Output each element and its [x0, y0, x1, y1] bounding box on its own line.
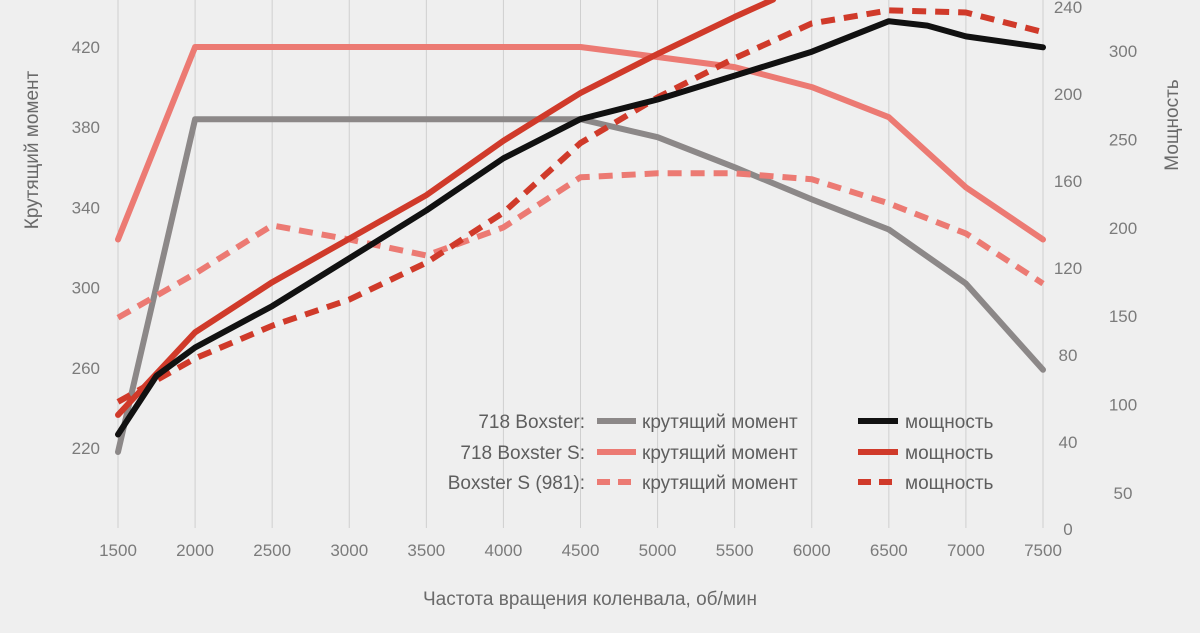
- right-outer-tick-label: 250: [1109, 130, 1137, 149]
- left-tick-label: 340: [72, 198, 100, 217]
- legend-torque-label: крутящий момент: [642, 473, 798, 494]
- right-inner-tick-label: 200: [1054, 85, 1082, 104]
- right-outer-tick-label: 50: [1114, 484, 1133, 503]
- legend-row: Boxster S (981): крутящий момент мощность: [448, 473, 994, 494]
- x-tick-label: 2000: [176, 541, 214, 560]
- left-tick-label: 380: [72, 118, 100, 137]
- right-outer-tick-label: 150: [1109, 307, 1137, 326]
- legend-row: 718 Boxster: крутящий момент мощность: [478, 412, 993, 433]
- series-line: [115, 0, 777, 418]
- legend-torque-label: крутящий момент: [642, 443, 798, 464]
- legend-power-label: мощность: [905, 412, 994, 433]
- right-outer-tick-label: 300: [1109, 42, 1137, 61]
- x-tick-label: 4000: [485, 541, 523, 560]
- right-inner-tick-label: 160: [1054, 172, 1082, 191]
- x-axis-ticks: 1500 2000 2500 3000 3500 4000 4500 5000 5500 6000…: [99, 541, 1062, 560]
- right-inner-tick-label: 240: [1054, 0, 1082, 17]
- left-axis-title: Крутящий момент: [22, 70, 43, 229]
- legend-power-label: мощность: [905, 473, 994, 494]
- right-axis-title: Мощность: [1162, 79, 1183, 171]
- left-axis-ticks: 220 260 300 340 380 420: [72, 38, 100, 458]
- legend-power-label: мощность: [905, 443, 994, 464]
- left-tick-label: 420: [72, 38, 100, 57]
- x-tick-label: 7000: [947, 541, 985, 560]
- series-line: [115, 18, 1046, 438]
- x-tick-label: 5000: [639, 541, 677, 560]
- right-outer-tick-label: 200: [1109, 219, 1137, 238]
- legend-series-label: 718 Boxster:: [478, 412, 585, 433]
- left-tick-label: 300: [72, 279, 100, 298]
- series-line: [116, 7, 1044, 405]
- grid-layer: [117, 0, 1044, 528]
- right-inner-tick-label: 120: [1054, 259, 1082, 278]
- right-outer-tick-label: 100: [1109, 396, 1137, 415]
- x-tick-label: 7500: [1024, 541, 1062, 560]
- series-layer: [115, 0, 1046, 455]
- x-tick-label: 6000: [793, 541, 831, 560]
- x-tick-label: 3000: [330, 541, 368, 560]
- x-tick-label: 6500: [870, 541, 908, 560]
- legend-series-label: Boxster S (981):: [448, 473, 585, 494]
- left-tick-label: 260: [72, 359, 100, 378]
- right-inner-tick-label: 0: [1063, 520, 1072, 539]
- x-tick-label: 4500: [562, 541, 600, 560]
- x-tick-label: 1500: [99, 541, 137, 560]
- x-tick-label: 2500: [253, 541, 291, 560]
- left-tick-label: 220: [72, 439, 100, 458]
- right-inner-tick-label: 40: [1059, 433, 1078, 452]
- series-line: [116, 170, 1045, 321]
- x-tick-label: 5500: [716, 541, 754, 560]
- x-axis-title: Частота вращения коленвала, об/мин: [423, 589, 757, 610]
- right-inner-axis-ticks: 0 40 80 120 160 200 240: [1054, 0, 1082, 539]
- right-outer-axis-ticks: 50 100 150 200 250 300: [1109, 42, 1137, 503]
- legend-torque-label: крутящий момент: [642, 412, 798, 433]
- legend-series-label: 718 Boxster S:: [460, 443, 585, 464]
- legend-row: 718 Boxster S: крутящий момент мощность: [460, 443, 993, 464]
- right-inner-tick-label: 80: [1059, 346, 1078, 365]
- series-line: [115, 44, 1046, 243]
- x-tick-label: 3500: [407, 541, 445, 560]
